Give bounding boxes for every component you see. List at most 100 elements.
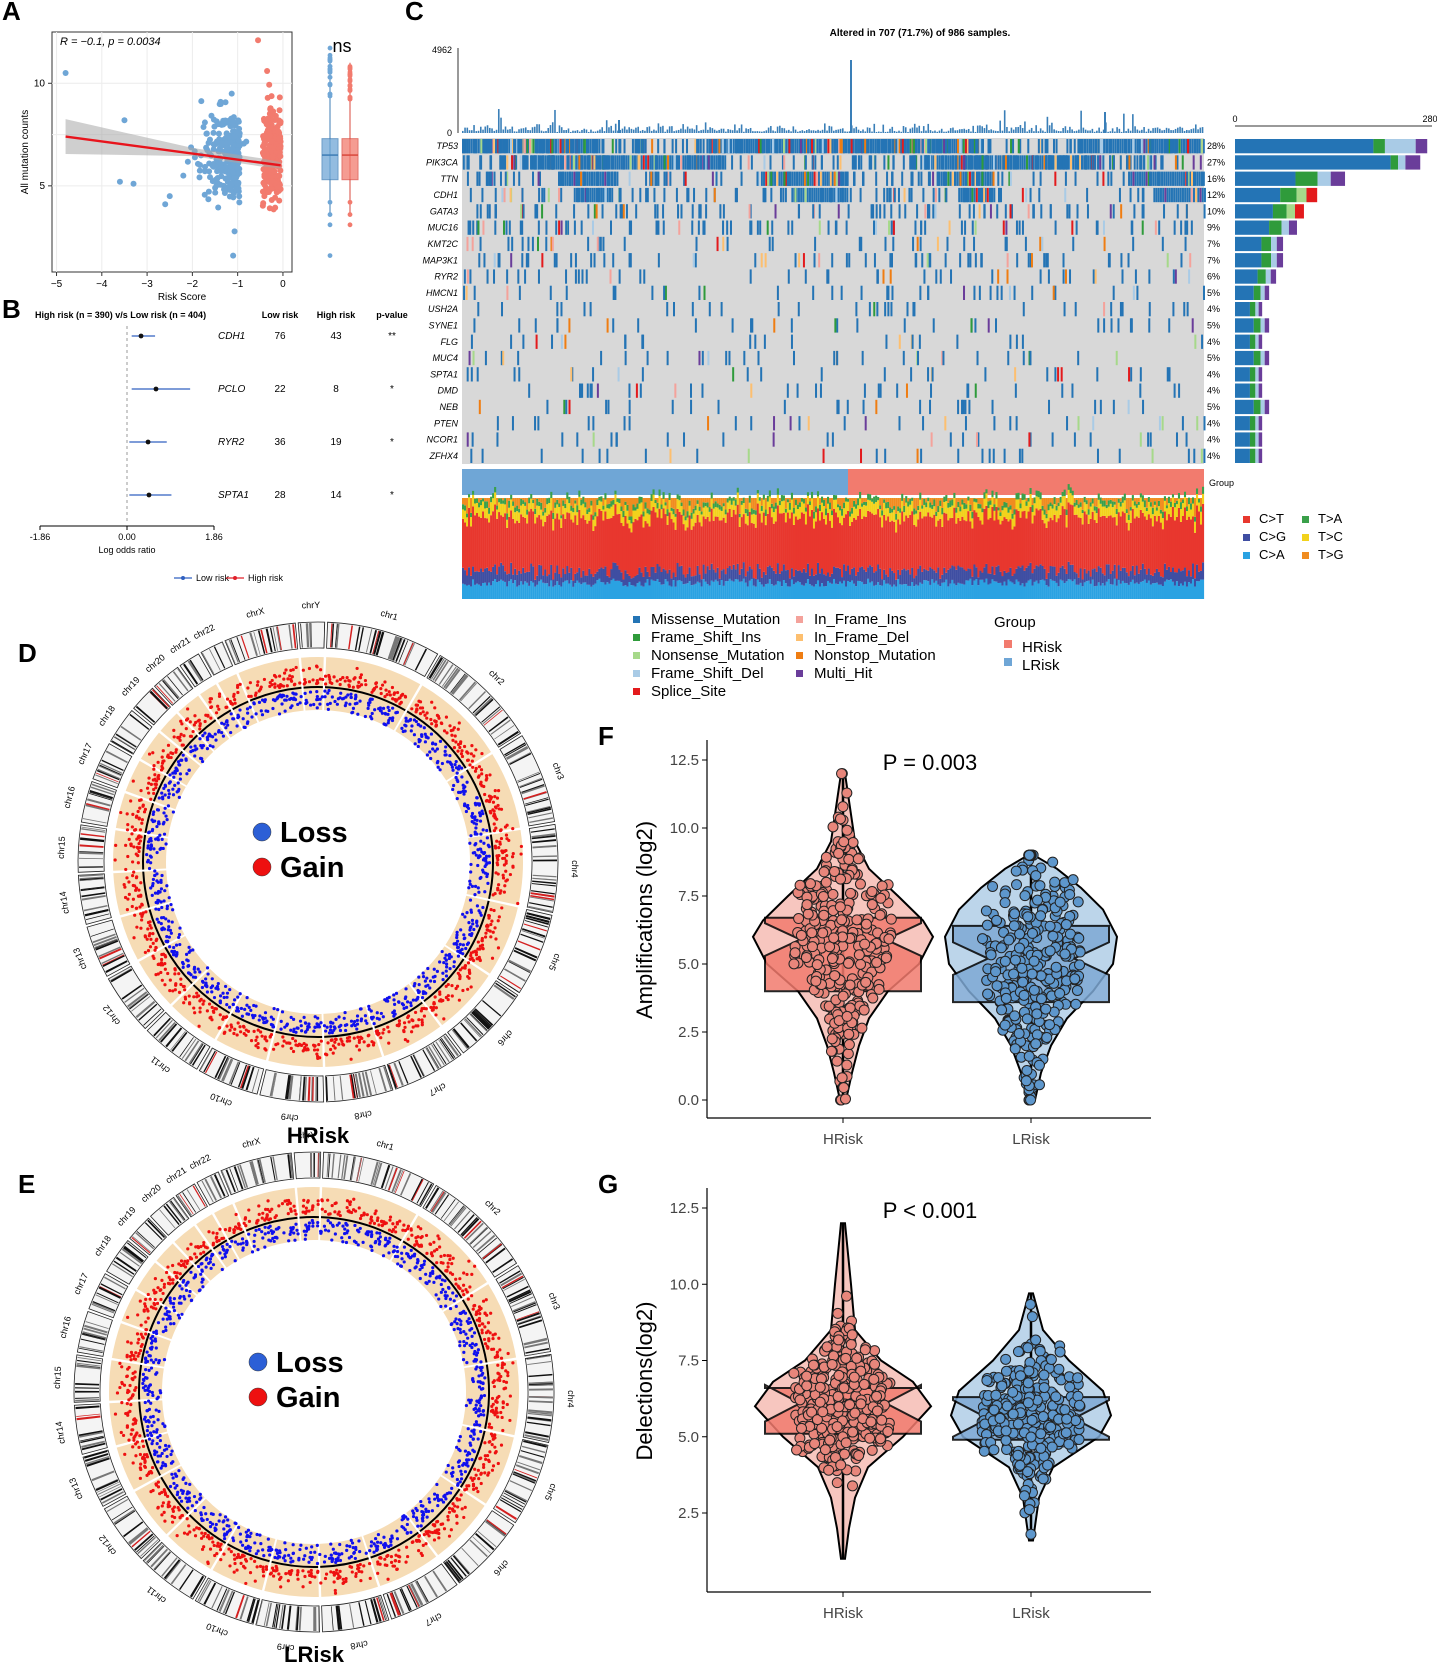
titv-segment <box>784 498 787 509</box>
titv-segment <box>576 580 579 599</box>
titv-segment <box>780 586 783 599</box>
mutation-cell <box>1169 139 1172 154</box>
tmb-bar <box>974 131 977 133</box>
titv-segment <box>891 520 894 571</box>
mutation-cell <box>628 171 631 186</box>
titv-segment <box>706 498 709 503</box>
titv-segment <box>644 566 647 583</box>
mutation-cell <box>819 383 822 398</box>
titv-segment <box>772 523 775 571</box>
titv-segment <box>766 513 769 567</box>
tmb-bar <box>965 129 968 133</box>
titv-segment <box>762 586 765 599</box>
mutation-cell <box>928 171 931 186</box>
mutation-cell <box>551 155 554 170</box>
mutation-cell <box>1163 139 1166 154</box>
titv-segment <box>640 585 643 599</box>
titv-segment <box>957 498 960 502</box>
titv-segment <box>1027 580 1030 599</box>
gene-bar-segment <box>1276 236 1284 252</box>
mutation-cell <box>981 171 984 186</box>
mutation-cell <box>764 187 767 203</box>
mutation-cell <box>1037 155 1039 170</box>
mutation-cell <box>486 139 489 154</box>
titv-segment <box>560 527 563 578</box>
titv-segment <box>538 515 541 565</box>
scatter-point <box>275 128 282 135</box>
titv-segment <box>893 584 896 599</box>
tmb-bar <box>515 131 518 133</box>
mutation-cell <box>981 155 984 170</box>
tmb-bar <box>1024 121 1026 133</box>
tmb-bar <box>783 128 786 133</box>
titv-segment <box>620 498 623 507</box>
titv-segment <box>845 570 848 587</box>
titv-segment <box>839 581 842 599</box>
mutation-cell <box>511 416 514 431</box>
x-axis-label: Risk Score <box>158 292 207 303</box>
titv-segment <box>600 582 603 599</box>
tmb-bar <box>1051 122 1053 133</box>
titv-segment <box>1029 506 1032 563</box>
titv-segment <box>820 583 824 599</box>
mutation-cell <box>927 285 930 300</box>
mutation-cell <box>543 139 546 154</box>
titv-segment <box>1001 510 1004 521</box>
mutation-cell <box>644 448 647 463</box>
mutation-cell <box>1017 139 1020 154</box>
titv-segment <box>786 502 789 513</box>
tmb-bar <box>976 125 979 133</box>
titv-segment <box>636 583 639 599</box>
titv-segment <box>692 584 695 599</box>
titv-segment <box>873 496 876 504</box>
mutation-cell <box>651 285 654 300</box>
titv-segment <box>965 504 968 509</box>
titv-segment <box>486 585 489 599</box>
titv-segment <box>744 582 747 599</box>
titv-segment <box>861 518 864 567</box>
mutation-cell <box>703 285 706 300</box>
titv-segment <box>806 579 810 599</box>
titv-segment <box>810 498 814 510</box>
titv-segment <box>971 585 974 599</box>
tmb-bar <box>1073 131 1076 133</box>
titv-segment <box>686 498 689 512</box>
tmb-bar <box>1006 126 1008 133</box>
titv-segment <box>796 509 800 520</box>
mutation-cell <box>750 139 753 154</box>
titv-segment <box>476 571 479 584</box>
titv-segment <box>921 505 924 509</box>
titv-segment <box>608 583 611 599</box>
mutation-cell <box>1046 367 1049 382</box>
mutation-cell <box>518 318 521 333</box>
titv-segment <box>931 517 934 570</box>
mutation-cell <box>887 285 890 300</box>
titv-segment <box>949 500 952 507</box>
gene-label: PTEN <box>434 418 459 428</box>
titv-segment <box>1043 523 1046 569</box>
mutation-cell <box>766 139 769 154</box>
titv-segment <box>728 500 731 509</box>
titv-segment <box>706 502 709 508</box>
tmb-bar <box>603 131 606 133</box>
mutation-cell <box>841 187 844 203</box>
mutation-cell <box>756 171 759 186</box>
mutation-cell <box>1166 187 1169 203</box>
titv-segment <box>997 519 1000 566</box>
mutation-cell <box>560 334 563 349</box>
mutation-cell <box>884 448 887 463</box>
titv-segment <box>614 504 617 563</box>
tmb-bar <box>828 125 831 133</box>
titv-segment <box>861 581 864 599</box>
mutation-cell <box>522 204 525 219</box>
forest-legend: Low risk High risk <box>174 573 284 583</box>
titv-segment <box>738 526 741 575</box>
mutation-cell <box>798 253 801 268</box>
mutation-cell <box>1196 416 1199 431</box>
titv-segment <box>897 579 900 599</box>
titv-segment <box>927 512 930 571</box>
mutation-cell <box>466 139 469 154</box>
mutation-cell <box>476 367 479 382</box>
gene-bar-segment <box>1249 448 1256 463</box>
titv-segment <box>666 516 669 525</box>
